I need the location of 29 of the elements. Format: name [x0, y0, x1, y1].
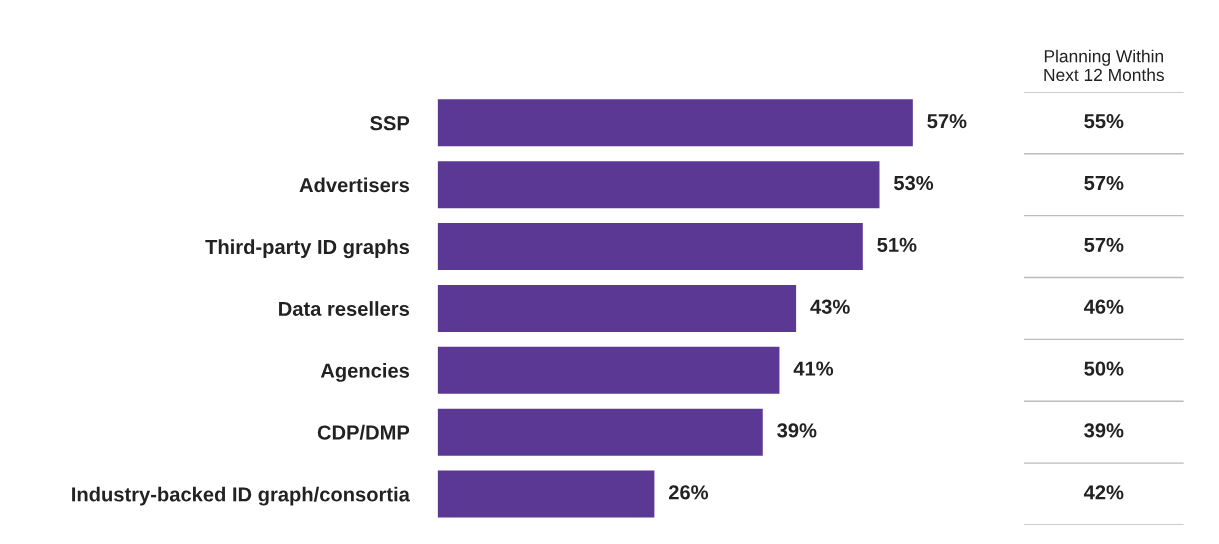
- data-label: 57%: [1084, 237, 1124, 252]
- y-tick-label: Agencies: [320, 363, 410, 382]
- text: Planning Within Next 12 Months: [1044, 49, 1164, 82]
- bar: [437, 408, 763, 456]
- y-tick-label: SSP: [370, 116, 410, 131]
- bar: [437, 470, 655, 518]
- data-label: 51%: [877, 237, 917, 252]
- y-tick-label: CDP/DMP: [317, 424, 410, 440]
- bar: [437, 223, 863, 271]
- data-label: 26%: [668, 485, 709, 500]
- y-tick-label: Third-party ID graphs: [205, 239, 410, 259]
- y-tick-label: Industry-backed ID graph/consortia: [72, 486, 410, 506]
- bar: [437, 284, 797, 332]
- data-label: 39%: [1084, 423, 1124, 438]
- data-label: 53%: [893, 175, 934, 191]
- bar: [437, 99, 913, 147]
- bar: [437, 346, 780, 394]
- data-label: 55%: [1084, 114, 1124, 129]
- data-label: 39%: [777, 423, 817, 438]
- data-label: 50%: [1084, 361, 1124, 376]
- data-label: 46%: [1083, 299, 1124, 314]
- y-tick-label: Data resellers: [279, 301, 410, 316]
- data-label: 41%: [793, 361, 834, 376]
- data-label: 42%: [1083, 485, 1124, 500]
- data-label: 57%: [927, 114, 967, 129]
- y-tick-label: Advertisers: [299, 177, 410, 193]
- bar: [437, 161, 880, 209]
- data-label: 57%: [1084, 175, 1124, 191]
- data-label: 43%: [810, 299, 850, 314]
